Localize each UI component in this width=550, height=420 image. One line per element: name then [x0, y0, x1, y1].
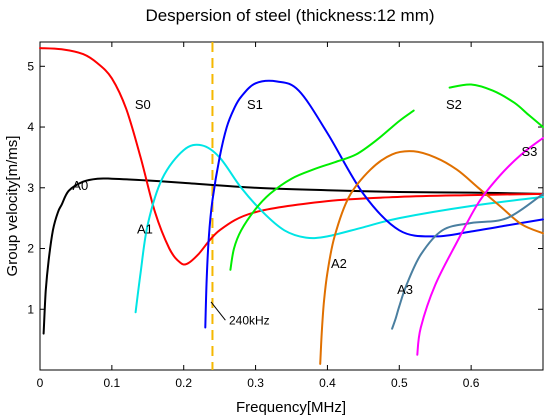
y-tick-label: 3 — [27, 181, 34, 195]
240khz-annotation: 240kHz — [229, 313, 270, 327]
y-tick-label: 5 — [27, 59, 34, 73]
240khz-leader-line — [210, 301, 226, 321]
y-axis-ticks: 1 2 3 4 5 — [27, 59, 543, 316]
series-a3-label: A3 — [397, 282, 413, 297]
series-a1-line — [134, 143, 544, 314]
series-a2-line — [319, 150, 544, 365]
series-a0-line — [42, 177, 544, 335]
y-axis-label: Group velocity[m/ms] — [4, 136, 21, 277]
plot-frame — [39, 41, 544, 371]
series-a2-label: A2 — [331, 256, 347, 271]
series-a1-label: A1 — [137, 221, 153, 236]
x-tick-label: 0.3 — [247, 376, 264, 390]
series-s2-line — [229, 109, 415, 271]
series-a0-label: A0 — [72, 178, 88, 193]
x-axis-ticks: 0 0.1 0.2 0.3 0.4 0.5 0.6 — [37, 42, 480, 390]
x-tick-label: 0.4 — [319, 376, 336, 390]
x-tick-label: 0.6 — [463, 376, 480, 390]
series-s0-line — [39, 47, 544, 266]
chart-title: Despersion of steel (thickness:12 mm) — [145, 6, 434, 25]
series-group: A0 S0 A1 S1 S2 A2 A3 S3 — [39, 47, 544, 365]
series-s2-label: S2 — [446, 97, 462, 112]
y-tick-label: 2 — [27, 242, 34, 256]
series-s1-line — [204, 79, 544, 329]
series-s3-line — [416, 137, 544, 356]
series-s1-label: S1 — [247, 97, 263, 112]
x-tick-label: 0.5 — [391, 376, 408, 390]
y-tick-label: 1 — [27, 302, 34, 316]
x-tick-label: 0 — [37, 376, 44, 390]
x-tick-label: 0.2 — [175, 376, 192, 390]
series-s2-upper-line — [448, 83, 544, 128]
series-s0-label: S0 — [135, 97, 151, 112]
x-tick-label: 0.1 — [104, 376, 121, 390]
series-s3-label: S3 — [521, 144, 537, 159]
plot-area: A0 S0 A1 S1 S2 A2 A3 S3 240kHz — [39, 42, 544, 370]
series-a3-line — [391, 192, 544, 330]
y-tick-label: 4 — [27, 120, 34, 134]
x-axis-label: Frequency[MHz] — [236, 399, 346, 416]
